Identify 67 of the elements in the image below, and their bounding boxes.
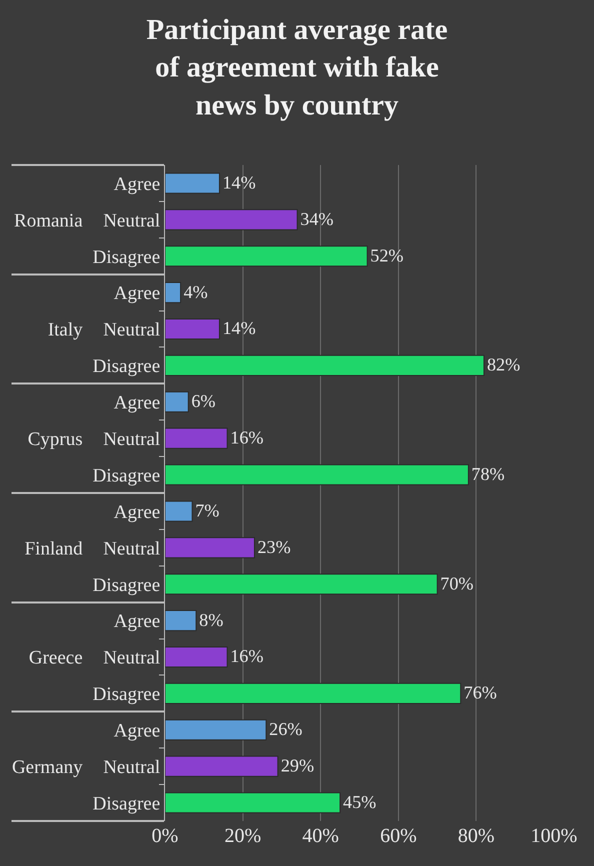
text: Agree (114, 502, 160, 523)
bar (165, 172, 220, 194)
bar (165, 756, 278, 777)
bar (165, 246, 368, 267)
bar (165, 610, 197, 632)
text: Agree (114, 611, 160, 632)
data-label: 45% (343, 792, 376, 812)
y-tick-label: Greece (28, 648, 83, 669)
x-tick-label: 100% (530, 825, 578, 847)
bar (165, 428, 228, 449)
y-tick-label: Romania (14, 210, 84, 232)
bar (165, 282, 182, 304)
text: Agree (114, 392, 160, 414)
bar (165, 391, 189, 412)
data-label: 8% (199, 610, 224, 630)
data-label: 52% (370, 245, 404, 266)
bar (165, 537, 255, 558)
x-tick-label: 0% (152, 825, 178, 847)
chart-title: Participant average rate of agreement with fake news by country (146, 14, 448, 122)
bar (165, 574, 438, 595)
data-label: 6% (191, 391, 216, 412)
y-tick-label: Cyprus (28, 428, 83, 450)
data-label: 82% (486, 354, 520, 375)
series-label: Agree (114, 720, 160, 742)
data-label: 76% (464, 682, 497, 703)
bar (165, 464, 469, 486)
x-tick-label: 20% (224, 825, 262, 847)
bar (165, 500, 193, 522)
bar (165, 792, 341, 814)
data-label: 78% (471, 464, 505, 484)
text: Disagree (92, 465, 160, 486)
series-label: Neutral (103, 756, 160, 778)
text: Neutral (103, 538, 160, 560)
text: Neutral (103, 210, 160, 232)
data-label: 34% (300, 208, 334, 229)
bar (165, 682, 462, 704)
x-tick-label: 80% (458, 825, 495, 847)
text: Agree (114, 283, 160, 304)
bar (165, 209, 298, 230)
text: Neutral (103, 320, 160, 341)
data-label: 23% (257, 536, 291, 557)
y-tick-label: Germany (12, 756, 84, 778)
bar (165, 318, 220, 340)
text: Disagree (92, 356, 160, 378)
text: Disagree (92, 246, 160, 268)
text: Disagree (92, 684, 160, 706)
text: Agree (114, 174, 160, 195)
data-label: 14% (222, 172, 256, 192)
x-tick-label: 40% (302, 825, 339, 847)
text: Neutral (103, 428, 160, 450)
data-label: 7% (195, 500, 220, 520)
data-label: 16% (230, 646, 264, 666)
data-label: 14% (222, 318, 256, 338)
data-label: 70% (440, 573, 474, 594)
data-label: 4% (184, 282, 208, 302)
x-tick-label: 60% (380, 825, 417, 847)
bar (165, 646, 228, 668)
bar (165, 719, 267, 740)
y-tick-label: Finland (24, 538, 84, 560)
bar (165, 354, 484, 376)
data-label: 16% (230, 428, 264, 448)
y-tick-label: Italy (48, 320, 84, 341)
text: Neutral (103, 648, 160, 669)
data-label: 26% (269, 719, 302, 740)
text: Disagree (92, 574, 160, 596)
series-label: Disagree (92, 793, 160, 814)
data-label: 29% (280, 756, 314, 776)
